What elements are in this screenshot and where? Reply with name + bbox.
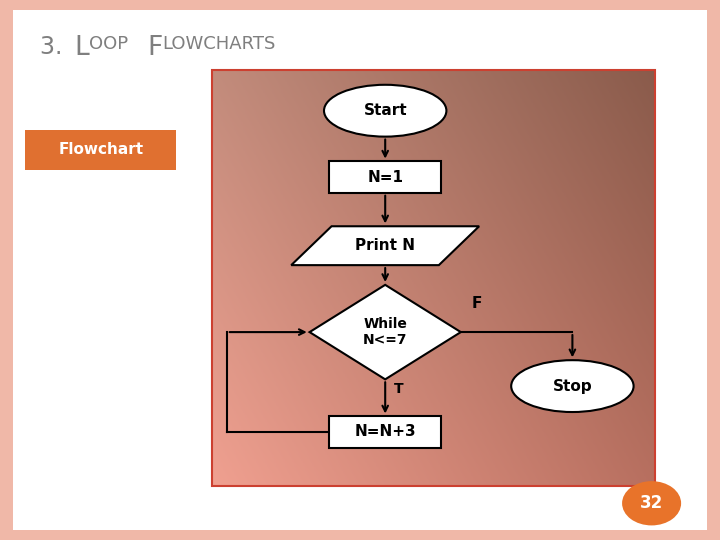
Text: L: L — [74, 35, 89, 61]
FancyBboxPatch shape — [0, 0, 720, 10]
FancyBboxPatch shape — [25, 130, 176, 170]
Polygon shape — [310, 285, 461, 379]
Ellipse shape — [324, 85, 446, 137]
Text: 3.: 3. — [40, 35, 69, 59]
Text: 32: 32 — [640, 494, 663, 512]
Text: Flowchart: Flowchart — [58, 143, 143, 157]
Text: F: F — [472, 295, 482, 310]
FancyBboxPatch shape — [0, 530, 720, 540]
Text: Print N: Print N — [355, 238, 415, 253]
FancyBboxPatch shape — [330, 161, 441, 193]
FancyBboxPatch shape — [707, 0, 720, 540]
Text: While
N<=7: While N<=7 — [363, 317, 408, 347]
Text: T: T — [394, 382, 403, 396]
Ellipse shape — [622, 481, 681, 525]
Text: Stop: Stop — [552, 379, 593, 394]
FancyBboxPatch shape — [330, 416, 441, 448]
Text: LOWCHARTS: LOWCHARTS — [163, 35, 276, 53]
Text: Start: Start — [364, 103, 407, 118]
Text: F: F — [148, 35, 163, 61]
Polygon shape — [291, 226, 480, 265]
Text: N=1: N=1 — [367, 170, 403, 185]
Text: N=N+3: N=N+3 — [354, 424, 416, 440]
Ellipse shape — [511, 360, 634, 412]
FancyBboxPatch shape — [0, 0, 13, 540]
Text: OOP: OOP — [89, 35, 133, 53]
